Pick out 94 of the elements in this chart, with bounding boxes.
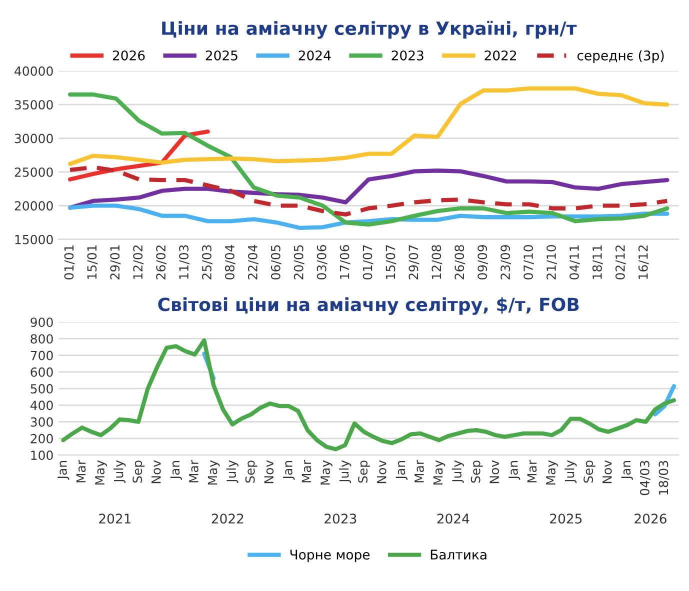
y-tick-label: 900 xyxy=(30,318,53,328)
x-tick-label: 23/09 xyxy=(500,245,512,280)
y-tick-label: 40000 xyxy=(14,66,53,76)
text: 2026 xyxy=(634,514,666,524)
x-tick-label: Mar xyxy=(302,460,312,482)
x-tick-label: July xyxy=(452,460,464,484)
x-tick-label: 17/06 xyxy=(340,245,350,279)
x-tick-label: 12/08 xyxy=(432,245,442,279)
legend-label: 2025 xyxy=(206,50,238,60)
legend-label: 2022 xyxy=(484,50,516,60)
x-tick-label: Nov xyxy=(377,460,386,484)
y-tick-label: 15000 xyxy=(15,234,53,244)
x-tick-label: 15/07 xyxy=(386,245,396,279)
x-tick-label: 09/09 xyxy=(478,245,488,280)
text: 2022 xyxy=(212,514,244,524)
x-tick-label: Jan xyxy=(170,460,182,480)
x-tick-label: Jan xyxy=(508,460,520,480)
x-tick-label: 26/08 xyxy=(454,245,466,280)
x-tick-label: 21/10 xyxy=(546,245,557,280)
x-tick-label: 15/01 xyxy=(87,245,98,279)
y-tick-label: 700 xyxy=(30,350,53,360)
legend-label: середнє (3р) xyxy=(577,50,664,64)
x-tick-label: 18/11 xyxy=(592,245,603,279)
x-tick-label: Jan xyxy=(396,460,408,480)
x-tick-label: Sep xyxy=(470,460,483,483)
text: 2025 xyxy=(550,514,582,524)
y-tick-label: 35000 xyxy=(14,100,53,110)
text: 2023 xyxy=(324,514,356,524)
x-tick-label: July xyxy=(114,460,126,484)
x-tick-label: May xyxy=(546,460,558,485)
y-tick-label: 400 xyxy=(30,400,53,410)
x-tick-label: May xyxy=(95,460,107,485)
x-tick-label: 01/01 xyxy=(64,245,75,280)
line-series xyxy=(68,86,670,166)
x-tick-label: 22/04 xyxy=(248,244,258,280)
x-tick-label: May xyxy=(433,460,446,485)
x-tick-label: Nov xyxy=(152,460,161,484)
x-tick-label: Nov xyxy=(264,460,274,484)
x-tick-label: 04/03 xyxy=(640,460,650,496)
x-tick-label: Nov xyxy=(602,460,612,484)
y-tick-label: 300 xyxy=(30,417,53,427)
x-tick-label: Mar xyxy=(189,460,198,482)
legend-label: Чорне море xyxy=(290,550,370,562)
chart-title: Ціни на аміачну селітру в Україні, грн/т xyxy=(162,20,577,39)
y-tick-label: 25000 xyxy=(14,167,53,177)
x-tick-label: 29/01 xyxy=(110,245,121,280)
x-tick-label: Sep xyxy=(132,460,144,483)
x-tick-label: 18/03 xyxy=(658,460,670,495)
x-tick-label: 08/04 xyxy=(224,244,236,280)
x-tick-label: July xyxy=(564,460,577,484)
y-tick-label: 500 xyxy=(30,384,53,394)
x-tick-label: Sep xyxy=(245,460,258,483)
y-tick-label: 30000 xyxy=(14,134,53,144)
x-tick-label: 11/03 xyxy=(179,245,190,279)
y-tick-label: 20000 xyxy=(14,201,53,211)
x-tick-label: Nov xyxy=(490,460,500,484)
x-tick-label: 20/05 xyxy=(294,245,304,280)
line-series xyxy=(68,165,670,217)
x-tick-label: May xyxy=(320,460,332,485)
x-tick-label: Sep xyxy=(584,460,596,483)
x-tick-label: July xyxy=(226,460,238,484)
x-tick-label: 02/12 xyxy=(615,245,626,280)
x-tick-label: 06/05 xyxy=(270,245,282,280)
line-series xyxy=(61,338,676,452)
legend-label: Балтика xyxy=(430,550,486,560)
legend-label: 2026 xyxy=(112,50,145,60)
y-tick-label: 600 xyxy=(30,367,53,377)
x-tick-label: Mar xyxy=(414,460,424,482)
text: 2024 xyxy=(437,514,470,524)
x-tick-label: Jan xyxy=(283,460,295,480)
legend-label: 2024 xyxy=(298,50,331,60)
legend-label: 2023 xyxy=(392,50,424,60)
y-tick-label: 200 xyxy=(30,434,53,444)
x-tick-label: 26/02 xyxy=(156,245,167,280)
x-tick-label: Jan xyxy=(621,460,633,480)
x-tick-label: July xyxy=(339,460,352,484)
x-tick-label: 12/02 xyxy=(133,245,144,279)
x-tick-label: 04/11 xyxy=(569,245,580,280)
x-tick-label: Mar xyxy=(527,460,537,482)
x-tick-label: Jan xyxy=(58,460,70,480)
chart-title: Світові ціни на аміачну селітру, $/т, FOB xyxy=(158,297,579,315)
x-tick-label: May xyxy=(208,460,220,485)
x-tick-label: 07/10 xyxy=(524,245,534,280)
x-tick-label: 01/07 xyxy=(362,245,374,280)
x-tick-label: 03/06 xyxy=(316,245,328,280)
text: 2021 xyxy=(99,514,131,524)
x-tick-label: 29/07 xyxy=(408,245,420,280)
y-tick-label: 100 xyxy=(31,450,53,460)
line-series xyxy=(68,92,670,227)
x-tick-label: Mar xyxy=(76,460,86,482)
x-tick-label: 16/12 xyxy=(638,245,649,279)
x-tick-label: Sep xyxy=(358,460,370,483)
x-tick-label: 25/03 xyxy=(202,245,212,280)
y-tick-label: 800 xyxy=(30,334,53,344)
